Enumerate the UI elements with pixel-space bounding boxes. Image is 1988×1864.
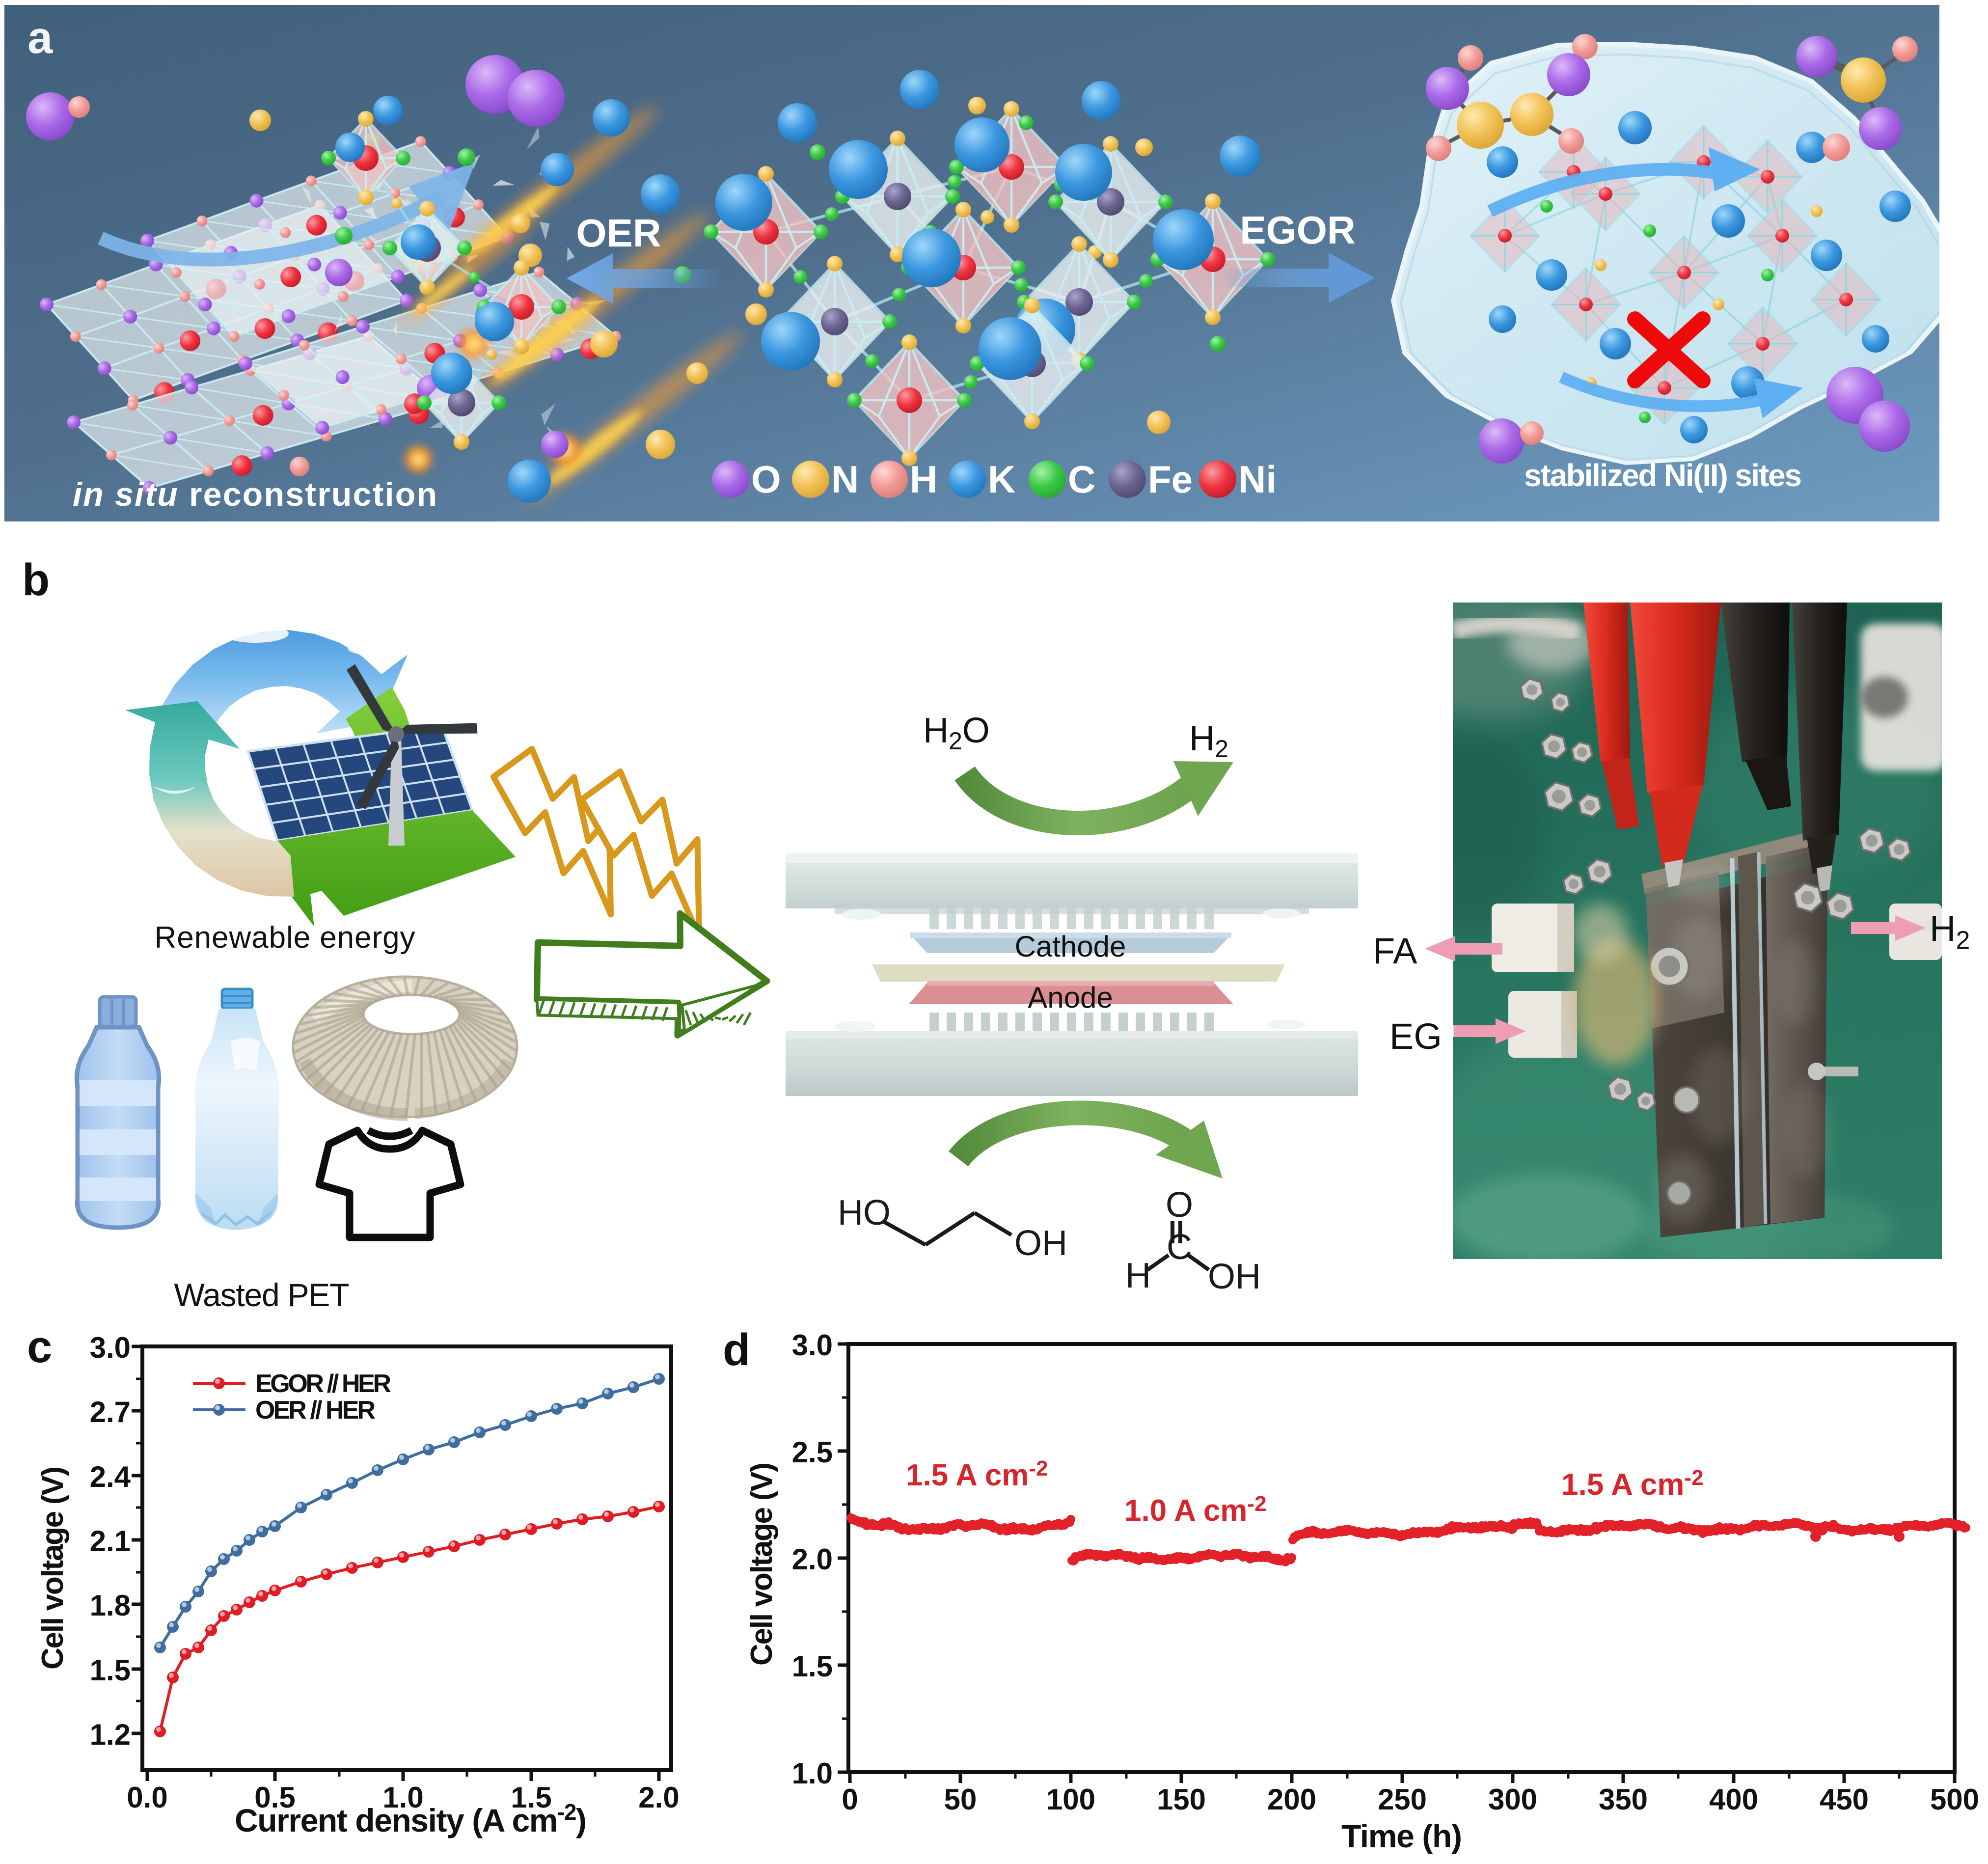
svg-text:2.4: 2.4 bbox=[90, 1460, 131, 1493]
svg-text:H: H bbox=[910, 458, 937, 501]
svg-text:1.2: 1.2 bbox=[90, 1718, 131, 1751]
svg-text:100: 100 bbox=[1046, 1783, 1095, 1816]
svg-text:Ni: Ni bbox=[1238, 458, 1277, 501]
svg-text:Cell voltage (V): Cell voltage (V) bbox=[36, 1466, 70, 1670]
svg-text:1.5: 1.5 bbox=[792, 1650, 833, 1683]
svg-text:OH: OH bbox=[1014, 1224, 1067, 1263]
svg-text:3.0: 3.0 bbox=[792, 1329, 833, 1362]
svg-text:2.5: 2.5 bbox=[792, 1436, 833, 1469]
svg-text:in situ reconstruction: in situ reconstruction bbox=[73, 476, 437, 513]
svg-text:OER // HER: OER // HER bbox=[255, 1396, 376, 1425]
svg-text:1.8: 1.8 bbox=[90, 1589, 131, 1622]
svg-text:H: H bbox=[1125, 1256, 1151, 1295]
svg-text:O: O bbox=[751, 458, 781, 501]
svg-text:1.5 A cm-2: 1.5 A cm-2 bbox=[906, 1456, 1048, 1492]
svg-text:Cathode: Cathode bbox=[1015, 930, 1126, 963]
svg-text:1.5: 1.5 bbox=[511, 1781, 551, 1814]
svg-text:C: C bbox=[1167, 1228, 1192, 1267]
svg-text:2.0: 2.0 bbox=[638, 1781, 679, 1814]
svg-text:H2: H2 bbox=[1189, 719, 1228, 763]
svg-text:200: 200 bbox=[1267, 1783, 1316, 1816]
svg-text:stabilized Ni(II) sites: stabilized Ni(II) sites bbox=[1524, 458, 1802, 493]
svg-text:OER: OER bbox=[576, 211, 661, 255]
svg-text:b: b bbox=[22, 555, 50, 605]
svg-text:1.0: 1.0 bbox=[382, 1781, 423, 1814]
svg-text:C: C bbox=[1068, 458, 1095, 501]
svg-text:H2: H2 bbox=[1930, 908, 1970, 955]
svg-text:O: O bbox=[1166, 1185, 1193, 1225]
svg-text:500: 500 bbox=[1930, 1783, 1979, 1816]
svg-text:1.0 A cm-2: 1.0 A cm-2 bbox=[1124, 1492, 1267, 1528]
svg-text:Wasted PET: Wasted PET bbox=[174, 1277, 350, 1313]
svg-text:400: 400 bbox=[1709, 1783, 1758, 1816]
svg-text:d: d bbox=[723, 1325, 750, 1375]
svg-text:450: 450 bbox=[1820, 1783, 1869, 1816]
svg-text:EGOR // HER: EGOR // HER bbox=[255, 1370, 391, 1398]
svg-text:0: 0 bbox=[842, 1783, 858, 1816]
svg-text:50: 50 bbox=[944, 1783, 977, 1816]
svg-text:150: 150 bbox=[1157, 1783, 1206, 1816]
svg-text:OH: OH bbox=[1208, 1257, 1261, 1296]
svg-text:2.1: 2.1 bbox=[90, 1525, 131, 1558]
svg-text:FA: FA bbox=[1373, 931, 1417, 971]
svg-text:2.0: 2.0 bbox=[792, 1543, 833, 1576]
svg-text:3.0: 3.0 bbox=[90, 1331, 131, 1364]
svg-text:0.5: 0.5 bbox=[254, 1781, 295, 1814]
svg-text:1.5 A cm-2: 1.5 A cm-2 bbox=[1561, 1466, 1704, 1502]
svg-text:Anode: Anode bbox=[1028, 981, 1113, 1014]
svg-text:c: c bbox=[27, 1322, 52, 1372]
svg-text:300: 300 bbox=[1488, 1783, 1537, 1816]
svg-text:Cell voltage (V): Cell voltage (V) bbox=[745, 1462, 779, 1666]
svg-text:K: K bbox=[988, 458, 1015, 501]
svg-text:350: 350 bbox=[1599, 1783, 1648, 1816]
svg-text:N: N bbox=[831, 458, 859, 501]
svg-text:1.0: 1.0 bbox=[792, 1757, 833, 1790]
svg-text:Current density (A cm-2): Current density (A cm-2) bbox=[235, 1799, 587, 1838]
svg-text:Renewable energy: Renewable energy bbox=[155, 921, 415, 955]
svg-text:HO: HO bbox=[838, 1193, 891, 1233]
svg-text:2.7: 2.7 bbox=[90, 1396, 131, 1428]
svg-text:250: 250 bbox=[1378, 1783, 1427, 1816]
svg-text:a: a bbox=[27, 13, 53, 63]
svg-text:1.5: 1.5 bbox=[90, 1654, 131, 1687]
svg-text:H2O: H2O bbox=[923, 711, 990, 755]
svg-text:EG: EG bbox=[1389, 1016, 1442, 1057]
svg-text:Fe: Fe bbox=[1148, 458, 1193, 501]
svg-text:Time (h): Time (h) bbox=[1341, 1818, 1462, 1854]
svg-text:0.0: 0.0 bbox=[127, 1781, 167, 1814]
svg-text:EGOR: EGOR bbox=[1240, 208, 1356, 252]
